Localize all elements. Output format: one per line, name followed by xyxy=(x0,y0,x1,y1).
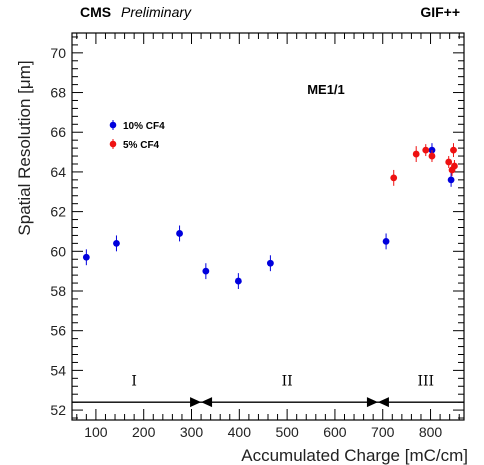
region-arrow-left xyxy=(377,397,389,408)
region-arrow-left xyxy=(201,397,213,408)
y-tick-label: 62 xyxy=(50,204,66,220)
legend: 10% CF4 5% CF4 xyxy=(109,120,165,151)
x-tick-label: 100 xyxy=(84,424,108,440)
y-tick-label: 68 xyxy=(50,85,66,101)
point-10pct-cf4 xyxy=(266,259,274,267)
y-tick-label: 56 xyxy=(50,323,66,339)
region-label: III xyxy=(417,373,434,389)
point-10pct-cf4 xyxy=(176,230,183,237)
point-10pct-cf4 xyxy=(382,237,390,245)
chamber-annotation: ME1/1 xyxy=(307,82,345,97)
x-tick-label: 800 xyxy=(419,424,443,440)
point-10pct-cf4 xyxy=(447,176,455,184)
x-tick-label: 500 xyxy=(275,424,299,440)
x-tick-label: 700 xyxy=(371,424,395,440)
y-tick-label: 70 xyxy=(50,45,66,61)
point-5pct-cf4 xyxy=(428,152,436,160)
x-tick-label: 600 xyxy=(323,424,347,440)
y-tick-label: 60 xyxy=(50,243,66,259)
y-tick-label: 58 xyxy=(50,283,66,299)
y-axis-title: Spatial Resolution [μm] xyxy=(15,60,34,235)
x-tick-label: 300 xyxy=(180,424,204,440)
data-points xyxy=(82,143,458,290)
y-tick-label: 54 xyxy=(50,362,66,378)
region-label: II xyxy=(282,373,293,389)
point-5pct-cf4 xyxy=(451,162,458,170)
point-10pct-cf4 xyxy=(202,267,210,275)
y-tick-label: 66 xyxy=(50,124,66,140)
region-arrow-right xyxy=(366,397,378,408)
plot-frame xyxy=(71,32,465,421)
legend-marker-10pct xyxy=(109,121,117,129)
axis-ticks: 100 200 300 400 500 600 700 800 52 54 56 58 60 62 64 66… xyxy=(50,33,464,440)
header-preliminary: Preliminary xyxy=(121,4,192,20)
x-tick-label: 400 xyxy=(228,424,252,440)
x-axis-title: Accumulated Charge [mC/cm] xyxy=(241,446,468,465)
point-10pct-cf4 xyxy=(113,239,120,247)
point-5pct-cf4 xyxy=(412,150,420,158)
point-5pct-cf4 xyxy=(390,174,398,182)
y-tick-label: 52 xyxy=(50,402,66,418)
header-gif: GIF++ xyxy=(420,4,460,20)
region-markers: I II III xyxy=(72,373,464,408)
legend-label-10pct: 10% CF4 xyxy=(123,121,165,132)
y-tick-label: 64 xyxy=(50,164,66,180)
point-5pct-cf4 xyxy=(450,146,457,154)
header-cms: CMS xyxy=(80,4,111,20)
region-arrow-right xyxy=(190,397,202,408)
point-5pct-cf4 xyxy=(422,146,430,154)
legend-marker-5pct xyxy=(109,140,117,148)
point-5pct-cf4 xyxy=(445,158,453,166)
point-10pct-cf4 xyxy=(82,253,90,261)
legend-label-5pct: 5% CF4 xyxy=(123,140,160,151)
region-label: I xyxy=(131,373,137,389)
x-tick-label: 200 xyxy=(132,424,156,440)
point-10pct-cf4 xyxy=(234,277,242,285)
